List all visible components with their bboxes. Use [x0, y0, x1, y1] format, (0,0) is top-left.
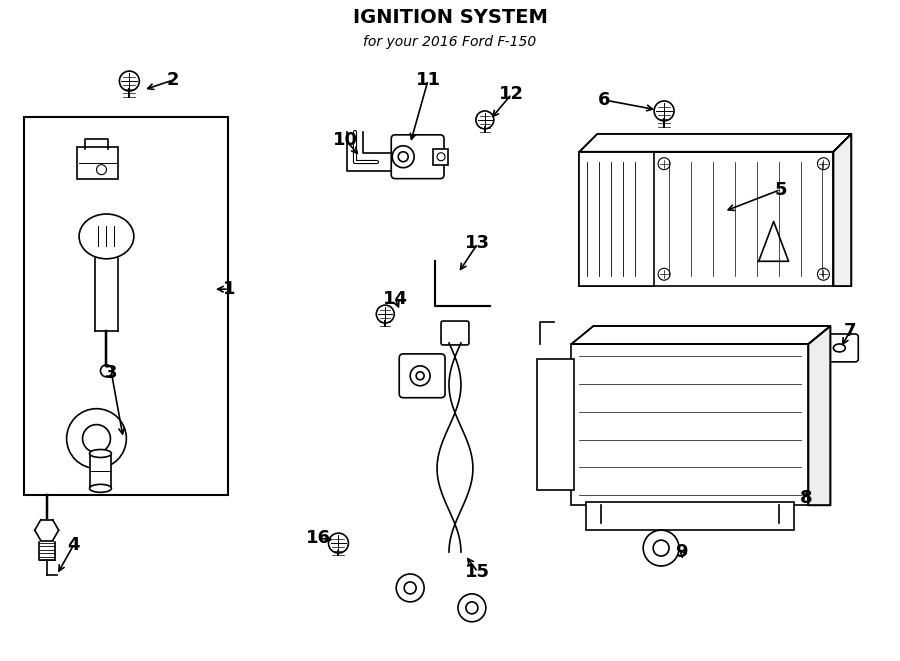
- Text: 4: 4: [68, 536, 80, 554]
- Circle shape: [658, 268, 670, 280]
- Text: IGNITION SYSTEM: IGNITION SYSTEM: [353, 8, 547, 27]
- Text: 15: 15: [465, 563, 491, 581]
- Polygon shape: [833, 134, 851, 286]
- Circle shape: [404, 582, 416, 594]
- Ellipse shape: [416, 372, 424, 380]
- Text: 9: 9: [675, 543, 688, 561]
- Text: 16: 16: [306, 529, 331, 547]
- Ellipse shape: [89, 485, 112, 492]
- FancyBboxPatch shape: [441, 321, 469, 345]
- Circle shape: [120, 71, 140, 91]
- Text: 13: 13: [465, 235, 491, 253]
- Ellipse shape: [833, 344, 845, 352]
- Ellipse shape: [89, 449, 112, 457]
- Text: 8: 8: [800, 489, 813, 507]
- Circle shape: [817, 268, 830, 280]
- Text: 14: 14: [382, 290, 408, 308]
- Text: 2: 2: [166, 71, 179, 89]
- Bar: [580, 152, 654, 286]
- Circle shape: [67, 408, 126, 469]
- Circle shape: [654, 101, 674, 121]
- Circle shape: [396, 574, 424, 602]
- FancyBboxPatch shape: [821, 334, 859, 362]
- Bar: [587, 502, 794, 530]
- Ellipse shape: [392, 146, 414, 168]
- Circle shape: [476, 111, 494, 129]
- Text: 10: 10: [333, 131, 358, 149]
- Bar: [23, 117, 228, 495]
- Circle shape: [817, 158, 830, 170]
- Circle shape: [328, 533, 348, 553]
- Text: 11: 11: [416, 71, 441, 89]
- Circle shape: [658, 158, 670, 170]
- Polygon shape: [580, 134, 851, 152]
- Bar: [89, 453, 112, 488]
- Bar: [580, 152, 833, 286]
- Circle shape: [96, 165, 106, 175]
- Text: 6: 6: [598, 91, 610, 109]
- Circle shape: [101, 365, 112, 377]
- Circle shape: [376, 305, 394, 323]
- Bar: [572, 344, 808, 505]
- Circle shape: [83, 424, 111, 453]
- Circle shape: [466, 602, 478, 614]
- Text: 12: 12: [500, 85, 524, 103]
- Bar: [433, 149, 448, 165]
- Ellipse shape: [79, 214, 134, 259]
- FancyBboxPatch shape: [392, 135, 444, 178]
- FancyBboxPatch shape: [400, 354, 445, 398]
- Circle shape: [437, 153, 445, 161]
- Text: for your 2016 Ford F-150: for your 2016 Ford F-150: [364, 35, 536, 49]
- Text: 1: 1: [222, 280, 235, 298]
- Circle shape: [458, 594, 486, 622]
- Polygon shape: [808, 326, 831, 505]
- Text: 3: 3: [105, 364, 118, 382]
- Ellipse shape: [398, 152, 409, 162]
- Ellipse shape: [410, 366, 430, 386]
- Polygon shape: [572, 326, 831, 344]
- Circle shape: [653, 540, 669, 556]
- Bar: [536, 359, 574, 490]
- Text: 5: 5: [774, 180, 787, 198]
- FancyBboxPatch shape: [76, 147, 119, 178]
- Text: 7: 7: [844, 322, 857, 340]
- Circle shape: [644, 530, 679, 566]
